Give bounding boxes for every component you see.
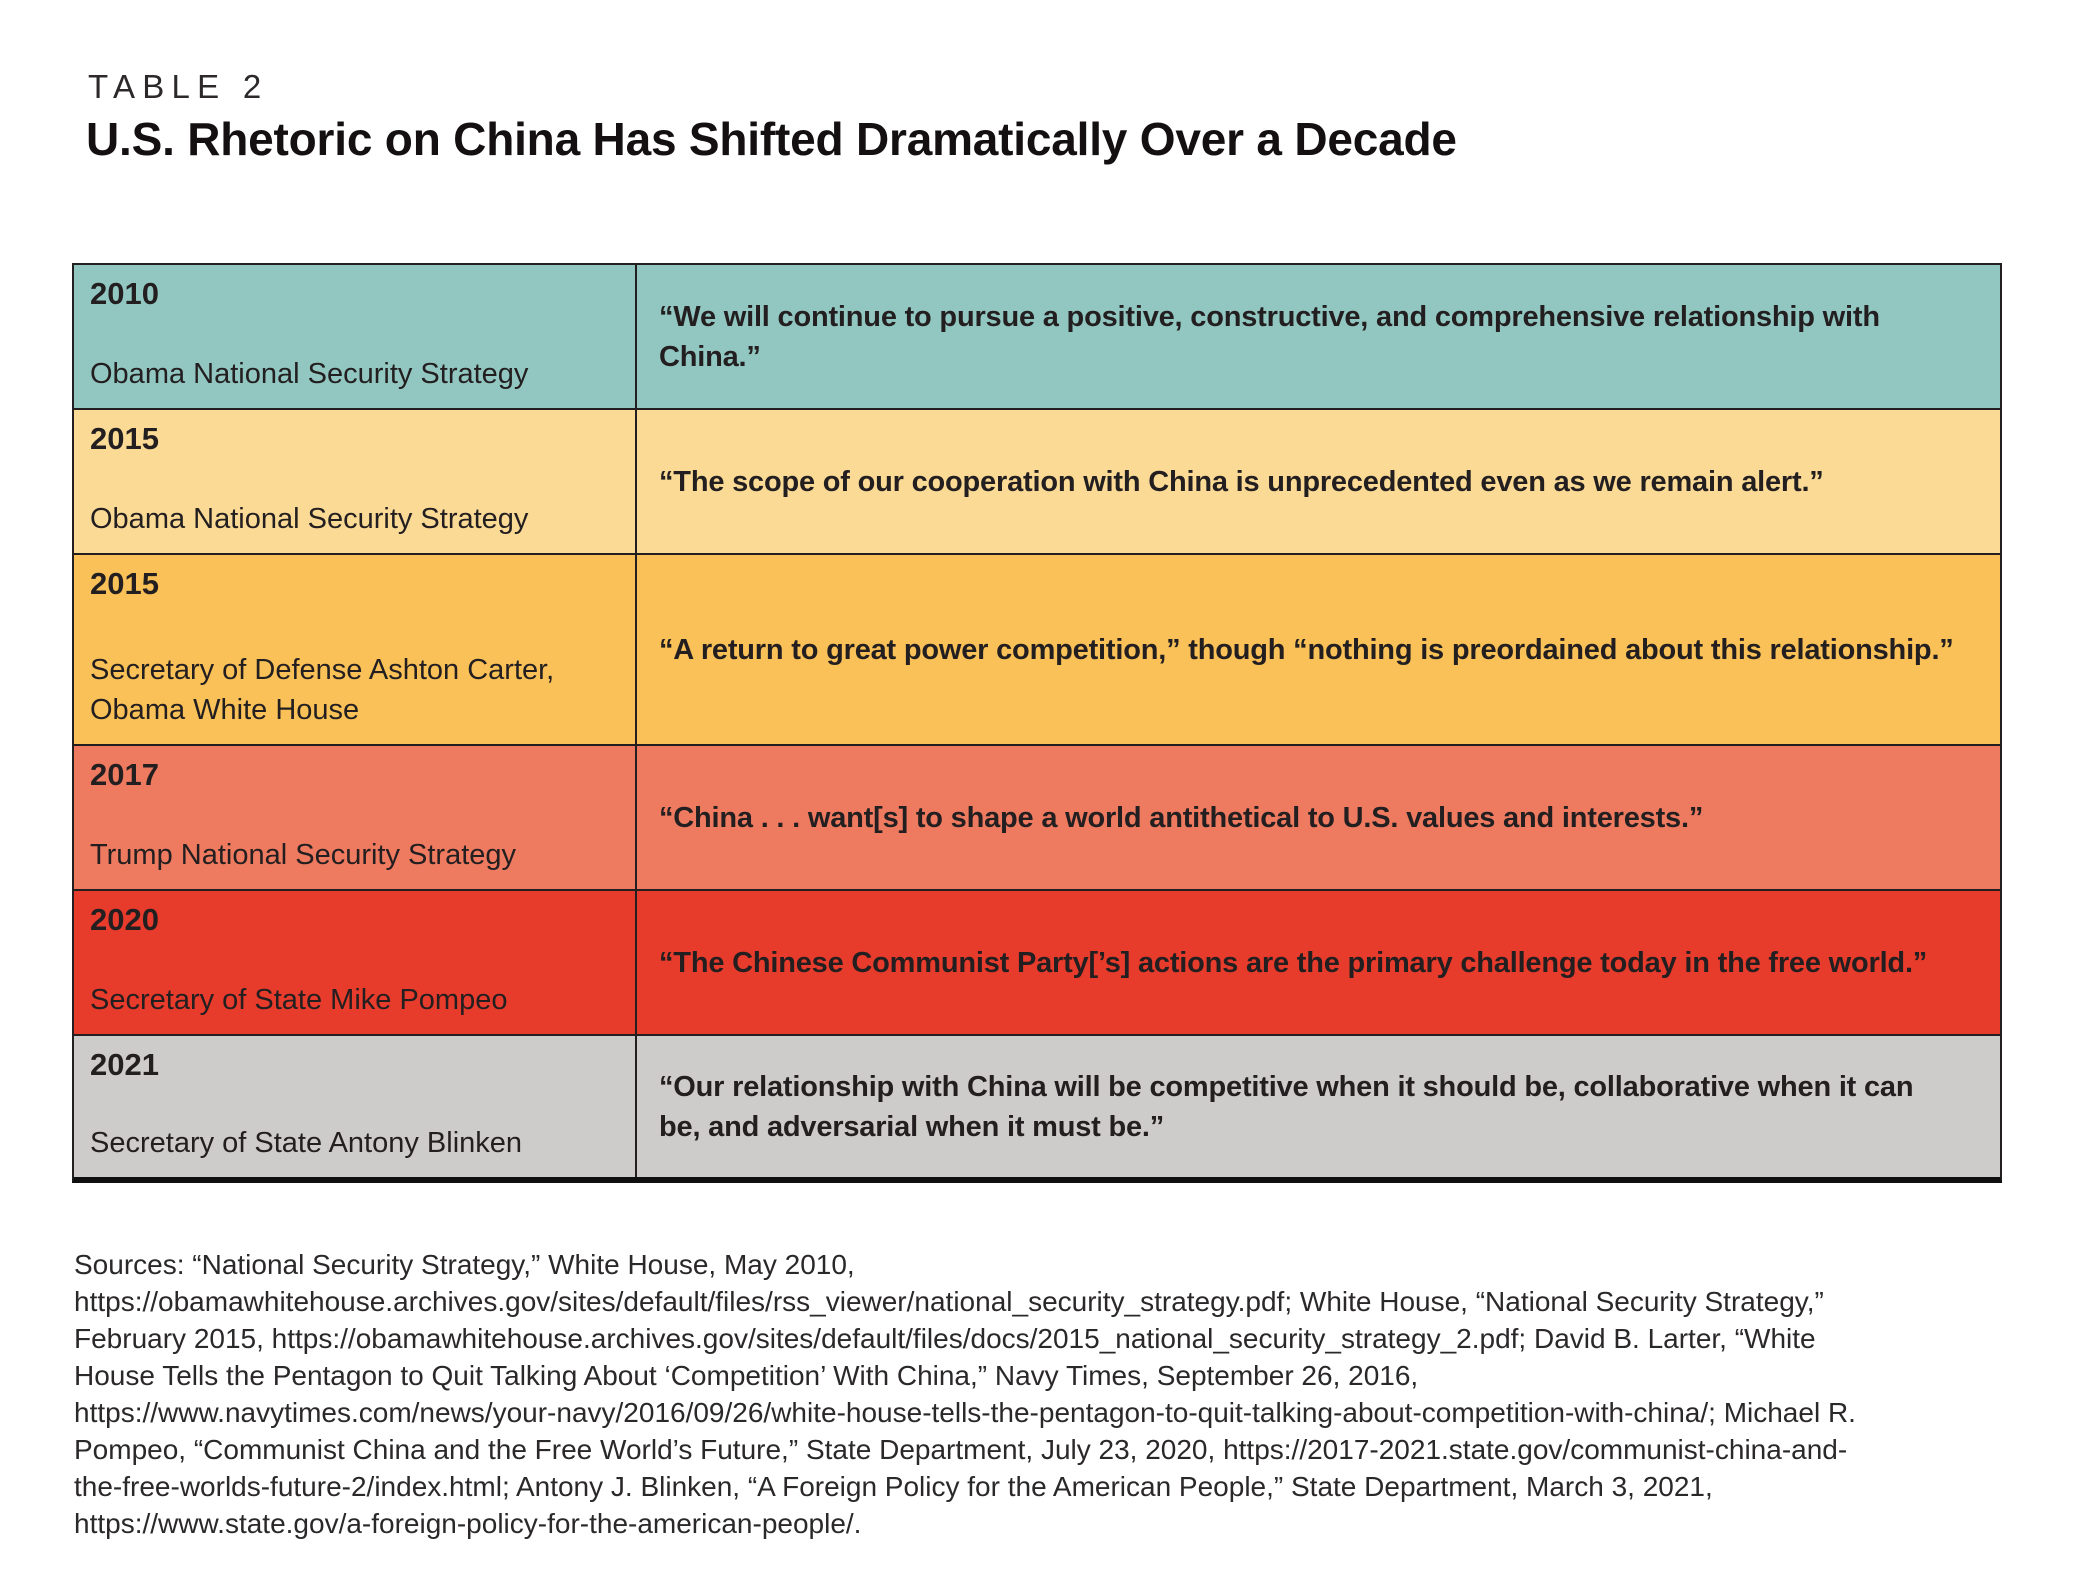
table-row: 2020 Secretary of State Mike Pompeo “The… (74, 891, 2000, 1036)
source-label: Obama National Security Strategy (90, 503, 529, 535)
page-title: U.S. Rhetoric on China Has Shifted Drama… (86, 113, 1457, 165)
table-row: 2017 Trump National Security Strategy “C… (74, 746, 2000, 891)
label-cell: 2021 Secretary of State Antony Blinken (74, 1036, 637, 1177)
table-row: 2015 Obama National Security Strategy “T… (74, 410, 2000, 555)
table-kicker: TABLE 2 (88, 68, 269, 105)
quote-cell: “China . . . want[s] to shape a world an… (637, 746, 2000, 889)
quote-text: “Our relationship with China will be com… (659, 1070, 1914, 1143)
label-cell: 2017 Trump National Security Strategy (74, 746, 637, 889)
table-row: 2015 Secretary of Defense Ashton Carter,… (74, 555, 2000, 746)
label-cell: 2020 Secretary of State Mike Pompeo (74, 891, 637, 1034)
table-row: 2021 Secretary of State Antony Blinken “… (74, 1036, 2000, 1177)
source-label: Obama National Security Strategy (90, 358, 529, 390)
rhetoric-table: 2010 Obama National Security Strategy “W… (72, 263, 2002, 1183)
year-label: 2010 (90, 276, 159, 311)
source-label: Trump National Security Strategy (90, 839, 517, 871)
sources-note: Sources: “National Security Strategy,” W… (74, 1249, 1856, 1539)
label-cell: 2010 Obama National Security Strategy (74, 265, 637, 408)
quote-text: “The scope of our cooperation with China… (659, 465, 1824, 498)
source-label: Secretary of State Mike Pompeo (90, 984, 508, 1016)
year-label: 2021 (90, 1047, 159, 1082)
quote-cell: “Our relationship with China will be com… (637, 1036, 2000, 1177)
quote-cell: “A return to great power competition,” t… (637, 555, 2000, 744)
quote-text: “China . . . want[s] to shape a world an… (659, 801, 1704, 834)
year-label: 2015 (90, 566, 159, 601)
quote-cell: “The scope of our cooperation with China… (637, 410, 2000, 553)
year-label: 2017 (90, 757, 159, 792)
quote-text: “We will continue to pursue a positive, … (659, 300, 1880, 373)
quote-cell: “The Chinese Communist Party[’s] actions… (637, 891, 2000, 1034)
year-label: 2015 (90, 421, 159, 456)
quote-cell: “We will continue to pursue a positive, … (637, 265, 2000, 408)
label-cell: 2015 Secretary of Defense Ashton Carter,… (74, 555, 637, 744)
label-cell: 2015 Obama National Security Strategy (74, 410, 637, 553)
quote-text: “The Chinese Communist Party[’s] actions… (659, 946, 1928, 979)
source-label: Secretary of Defense Ashton Carter, Obam… (90, 654, 555, 726)
quote-text: “A return to great power competition,” t… (659, 633, 1954, 666)
year-label: 2020 (90, 902, 159, 937)
source-label: Secretary of State Antony Blinken (90, 1127, 523, 1159)
table-row: 2010 Obama National Security Strategy “W… (74, 265, 2000, 410)
